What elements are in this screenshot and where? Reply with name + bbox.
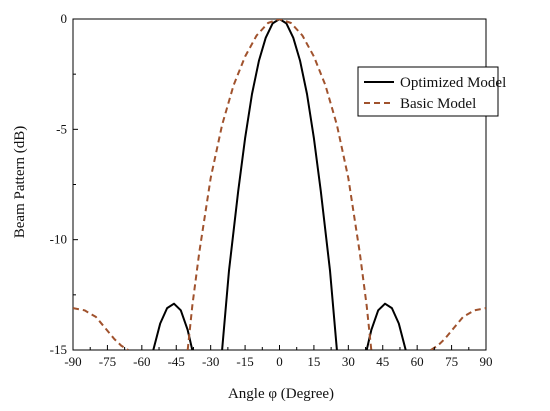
- x-tick-label: -45: [168, 354, 185, 369]
- series-line-segment: [365, 302, 407, 350]
- x-tick-label: -30: [202, 354, 219, 369]
- series-line-segment: [186, 19, 373, 350]
- legend-box: [357, 66, 499, 117]
- x-tick-label: 90: [480, 354, 493, 369]
- x-tick-label: -90: [64, 354, 81, 369]
- legend-label: Optimized Model: [400, 75, 506, 91]
- x-axis-title: Angle φ (Degree): [228, 386, 334, 402]
- x-tick-label: 15: [307, 354, 320, 369]
- x-tick-label: 60: [411, 354, 424, 369]
- series-line-segment: [152, 302, 194, 350]
- legend: Optimized Model Basic Model: [357, 66, 506, 117]
- x-tick-label: 75: [445, 354, 458, 369]
- x-tick-label: -60: [133, 354, 150, 369]
- x-tick-label: -75: [99, 354, 116, 369]
- x-tick-label: 45: [376, 354, 389, 369]
- series-basic-model: [73, 19, 486, 350]
- y-tick-label: -10: [50, 232, 67, 247]
- series-line-segment: [221, 19, 338, 350]
- y-tick-label: -5: [56, 121, 67, 136]
- x-tick-label: -15: [236, 354, 253, 369]
- y-axis-title: Beam Pattern (dB): [12, 126, 28, 238]
- series-optimized-model: [152, 19, 407, 350]
- ticks-layer: -90 -75 -60 -45 -30 -15 0 15 30 45 60 75 90 0 -5 -10 -15: [50, 11, 493, 369]
- series-layer: [73, 19, 486, 350]
- x-tick-label: 0: [276, 354, 283, 369]
- y-tick-label: -15: [50, 342, 67, 357]
- y-tick-label: 0: [61, 11, 68, 26]
- legend-label: Basic Model: [400, 96, 476, 112]
- x-tick-label: 30: [342, 354, 355, 369]
- series-line-segment: [73, 307, 129, 350]
- series-line-segment: [430, 307, 486, 350]
